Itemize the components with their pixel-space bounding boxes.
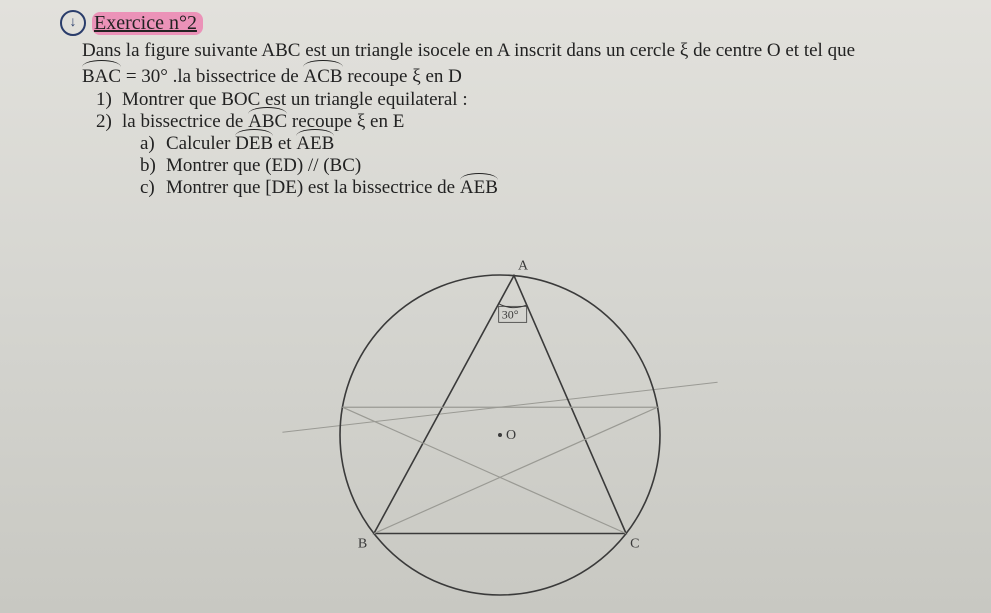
- qc-text: Montrer que [DE) est la bissectrice de: [166, 177, 460, 198]
- arc-acb: ACB: [303, 64, 342, 90]
- en-d: en D: [421, 66, 462, 87]
- qa: a)Calculer DEB et AEB: [140, 133, 951, 155]
- sub-list: a)Calculer DEB et AEB b)Montrer que (ED)…: [140, 133, 951, 199]
- qb: b)Montrer que (ED) // (BC): [140, 155, 951, 177]
- xi-symbol-2: ξ: [412, 66, 420, 87]
- q2-text-a: la bissectrice de: [122, 111, 248, 132]
- svg-text:30°: 30°: [502, 307, 519, 321]
- arc-aeb: AEB: [296, 133, 334, 155]
- qa-and: et: [273, 133, 296, 154]
- qc: c)Montrer que [DE) est la bissectrice de…: [140, 177, 951, 199]
- recoupe-d: recoupe: [343, 66, 413, 87]
- question-list: 1)Montrer que BOC est un triangle equila…: [96, 89, 951, 199]
- qb-let: b): [140, 155, 166, 177]
- q1-text: Montrer que BOC est un triangle equilate…: [122, 89, 468, 110]
- svg-text:O: O: [506, 428, 516, 443]
- svg-text:B: B: [358, 537, 367, 552]
- q2-num: 2): [96, 111, 122, 133]
- q2-text-c: en E: [365, 111, 404, 132]
- q1-num: 1): [96, 89, 122, 111]
- intro-text: Dans la figure suivante ABC est un trian…: [82, 38, 951, 89]
- svg-text:C: C: [630, 537, 639, 552]
- svg-text:A: A: [518, 259, 529, 274]
- arc-bac: BAC: [82, 64, 121, 90]
- eq30: = 30° .la bissectrice de: [121, 66, 303, 87]
- arc-deb: DEB: [235, 133, 273, 155]
- exercise-title: Exercice n°2: [92, 12, 203, 35]
- arc-aeb2: AEB: [460, 177, 498, 199]
- geometry-svg: A B C O 30°: [300, 255, 700, 613]
- qa-text: Calculer: [166, 133, 235, 154]
- title-row: ↓ Exercice n°2: [60, 10, 951, 36]
- intro-part1: Dans la figure suivante ABC est un trian…: [82, 40, 680, 61]
- download-icon: ↓: [60, 10, 86, 36]
- exercise-page: ↓ Exercice n°2 Dans la figure suivante A…: [0, 0, 991, 613]
- qc-let: c): [140, 177, 166, 199]
- geometry-figure: A B C O 30°: [300, 255, 700, 613]
- q2: 2)la bissectrice de ABC recoupe ξ en E a…: [96, 111, 951, 199]
- intro-part1b: de centre O et tel que: [688, 40, 855, 61]
- qa-let: a): [140, 133, 166, 155]
- qb-text: Montrer que (ED) // (BC): [166, 155, 361, 176]
- q1: 1)Montrer que BOC est un triangle equila…: [96, 89, 951, 111]
